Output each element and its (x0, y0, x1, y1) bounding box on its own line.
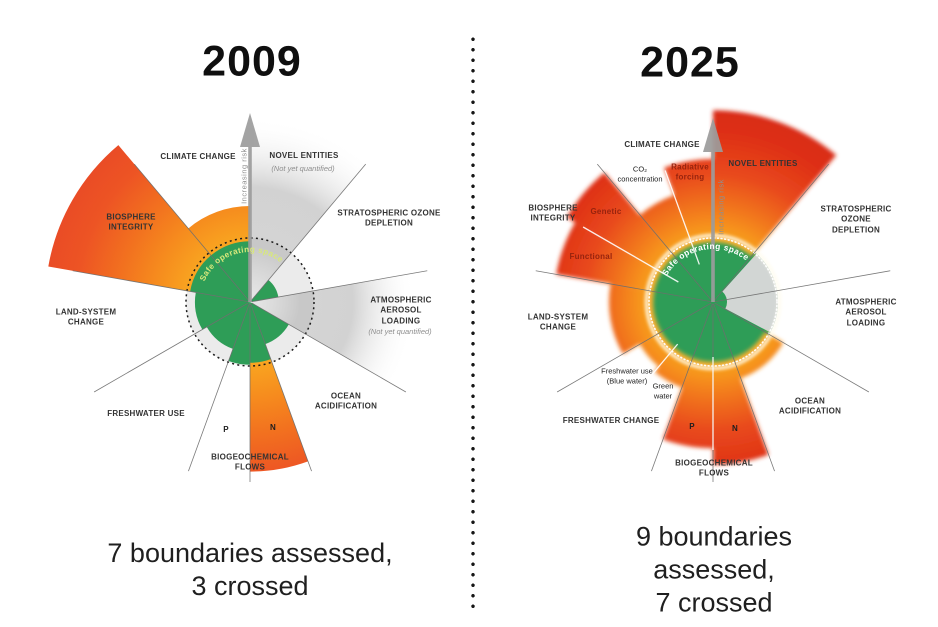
label-radiative-forcing-2025: Radiative forcing (671, 162, 709, 182)
land-system-change-safe-wedge (194, 292, 250, 330)
sector-line (713, 303, 775, 472)
biogeochemical-n-crossed-wedge (713, 358, 769, 465)
sector-line (651, 303, 713, 472)
increasing-risk-arrow (240, 113, 260, 302)
label-climate-change-2025: CLIMATE CHANGE (624, 139, 700, 149)
biosphere-functional-crossed-wedge (556, 222, 662, 292)
label-freshwater-change-2025: FRESHWATER CHANGE (562, 415, 660, 425)
sector-line (596, 163, 713, 301)
sector-line (72, 270, 249, 303)
sector-line (556, 302, 712, 393)
not-crossed-gray-sector (722, 253, 778, 333)
boundary-circle-dotted (185, 237, 315, 367)
freshwater-use-safe-wedge (206, 302, 250, 349)
label-land-system-2009: LAND-SYSTEM CHANGE (55, 307, 117, 327)
sector-line (251, 270, 428, 303)
label-novel-entities-2009: NOVEL ENTITIES (269, 150, 339, 160)
biogeochemical-n-crossed-wedge (250, 359, 309, 472)
caption-2025: 9 boundaries assessed, 7 crossed (635, 521, 793, 618)
sector-line (188, 303, 250, 472)
green-water-crossed-wedge (654, 347, 693, 388)
atmospheric-aerosol-loading-not-quantified-wedge (250, 273, 417, 386)
label-freshwater-use-2009: FRESHWATER USE (107, 408, 185, 418)
increasing-risk-label-2025: Increasing risk (716, 179, 726, 235)
label-ocean-acidification-2025: OCEAN ACIDIFICATION (778, 396, 842, 416)
dotted-divider (470, 34, 476, 614)
sub-sector-split-line (582, 226, 679, 283)
biosphere-genetic-crossed-wedge (566, 172, 675, 273)
biogeochemical-p-crossed-wedge (662, 358, 713, 449)
label-p-2025: P (689, 421, 695, 431)
boundaries-diagram-2025: Safe operating space (535, 110, 891, 482)
label-n-2009: N (269, 422, 277, 432)
increasing-risk-label-2009: Increasing risk (239, 148, 249, 204)
label-biosphere-integrity-2009: BIOSPHERE INTEGRITY (106, 212, 156, 232)
stratospheric-ozone-depletion-safe-wedge (250, 279, 279, 302)
ocean-acidification-safe-wedge (250, 302, 289, 345)
label-blue-water-2025: Freshwater use (Blue water) (601, 366, 653, 385)
sector-line (713, 163, 830, 301)
sector-line (133, 163, 250, 301)
sub-sector-split-line (664, 170, 700, 265)
label-biosphere-integrity-2025: BIOSPHERE INTEGRITY (528, 203, 578, 223)
boundaries-diagram-2009: Safe operating space (48, 113, 428, 482)
climate-change-inner-wedge (208, 238, 250, 302)
increasing-risk-arrow (703, 118, 723, 302)
sector-line (714, 302, 870, 393)
label-functional-2025: Functional (569, 251, 613, 261)
label-climate-change-2009: CLIMATE CHANGE (160, 151, 236, 161)
biosphere-integrity-inner-wedge (186, 252, 250, 302)
label-genetic-2025: Genetic (590, 206, 622, 216)
sector-line (714, 270, 891, 303)
label-aerosol-2025: ATMOSPHERIC AEROSOL LOADING (835, 297, 897, 328)
label-n-2025: N (731, 423, 739, 433)
biosphere-integrity-crossed-wedge (48, 145, 211, 292)
sector-line (251, 302, 407, 393)
sector-line (250, 163, 367, 301)
label-ozone-2009: STRATOSPHERIC OZONE DEPLETION (337, 208, 441, 228)
label-biogeochemical-flows-2009: BIOGEOCHEMICAL FLOWS (211, 452, 289, 472)
label-ocean-acidification-2009: OCEAN ACIDIFICATION (314, 391, 378, 411)
label-land-system-2025: LAND-SYSTEM CHANGE (527, 312, 589, 332)
novel-entities-not-quantified-wedge (250, 116, 370, 303)
sector-line (93, 302, 249, 393)
label-novel-entities-2025: NOVEL ENTITIES (728, 158, 798, 168)
note-aerosol-2009: (Not yet quantified) (368, 327, 432, 337)
label-aerosol-2009: ATMOSPHERIC AEROSOL LOADING (370, 295, 432, 326)
novel-entities-crossed-wedge (713, 110, 837, 257)
ocean-acidification-crossed-wedge (733, 331, 784, 379)
label-green-water-2025: Green water (652, 381, 674, 400)
label-ozone-2025: STRATOSPHERIC OZONE DEPLETION (820, 204, 892, 235)
sector-line (535, 270, 712, 303)
sub-sector-split-line (636, 343, 679, 393)
label-biogeochemical-flows-2025: BIOGEOCHEMICAL FLOWS (675, 458, 753, 478)
climate-change-crossed-wedge (188, 206, 250, 256)
panel-title-2025: 2025 (640, 38, 740, 87)
radiative-forcing-crossed-wedge (664, 158, 713, 246)
panel-title-2009: 2009 (202, 37, 302, 86)
caption-2009: 7 boundaries assessed, 3 crossed (107, 538, 393, 601)
label-p-2009: P (223, 424, 229, 434)
sector-line (250, 303, 312, 472)
label-co2-concentration-2025: CO₂ concentration (617, 164, 663, 183)
note-novel-entities-2009: (Not yet quantified) (271, 164, 335, 174)
